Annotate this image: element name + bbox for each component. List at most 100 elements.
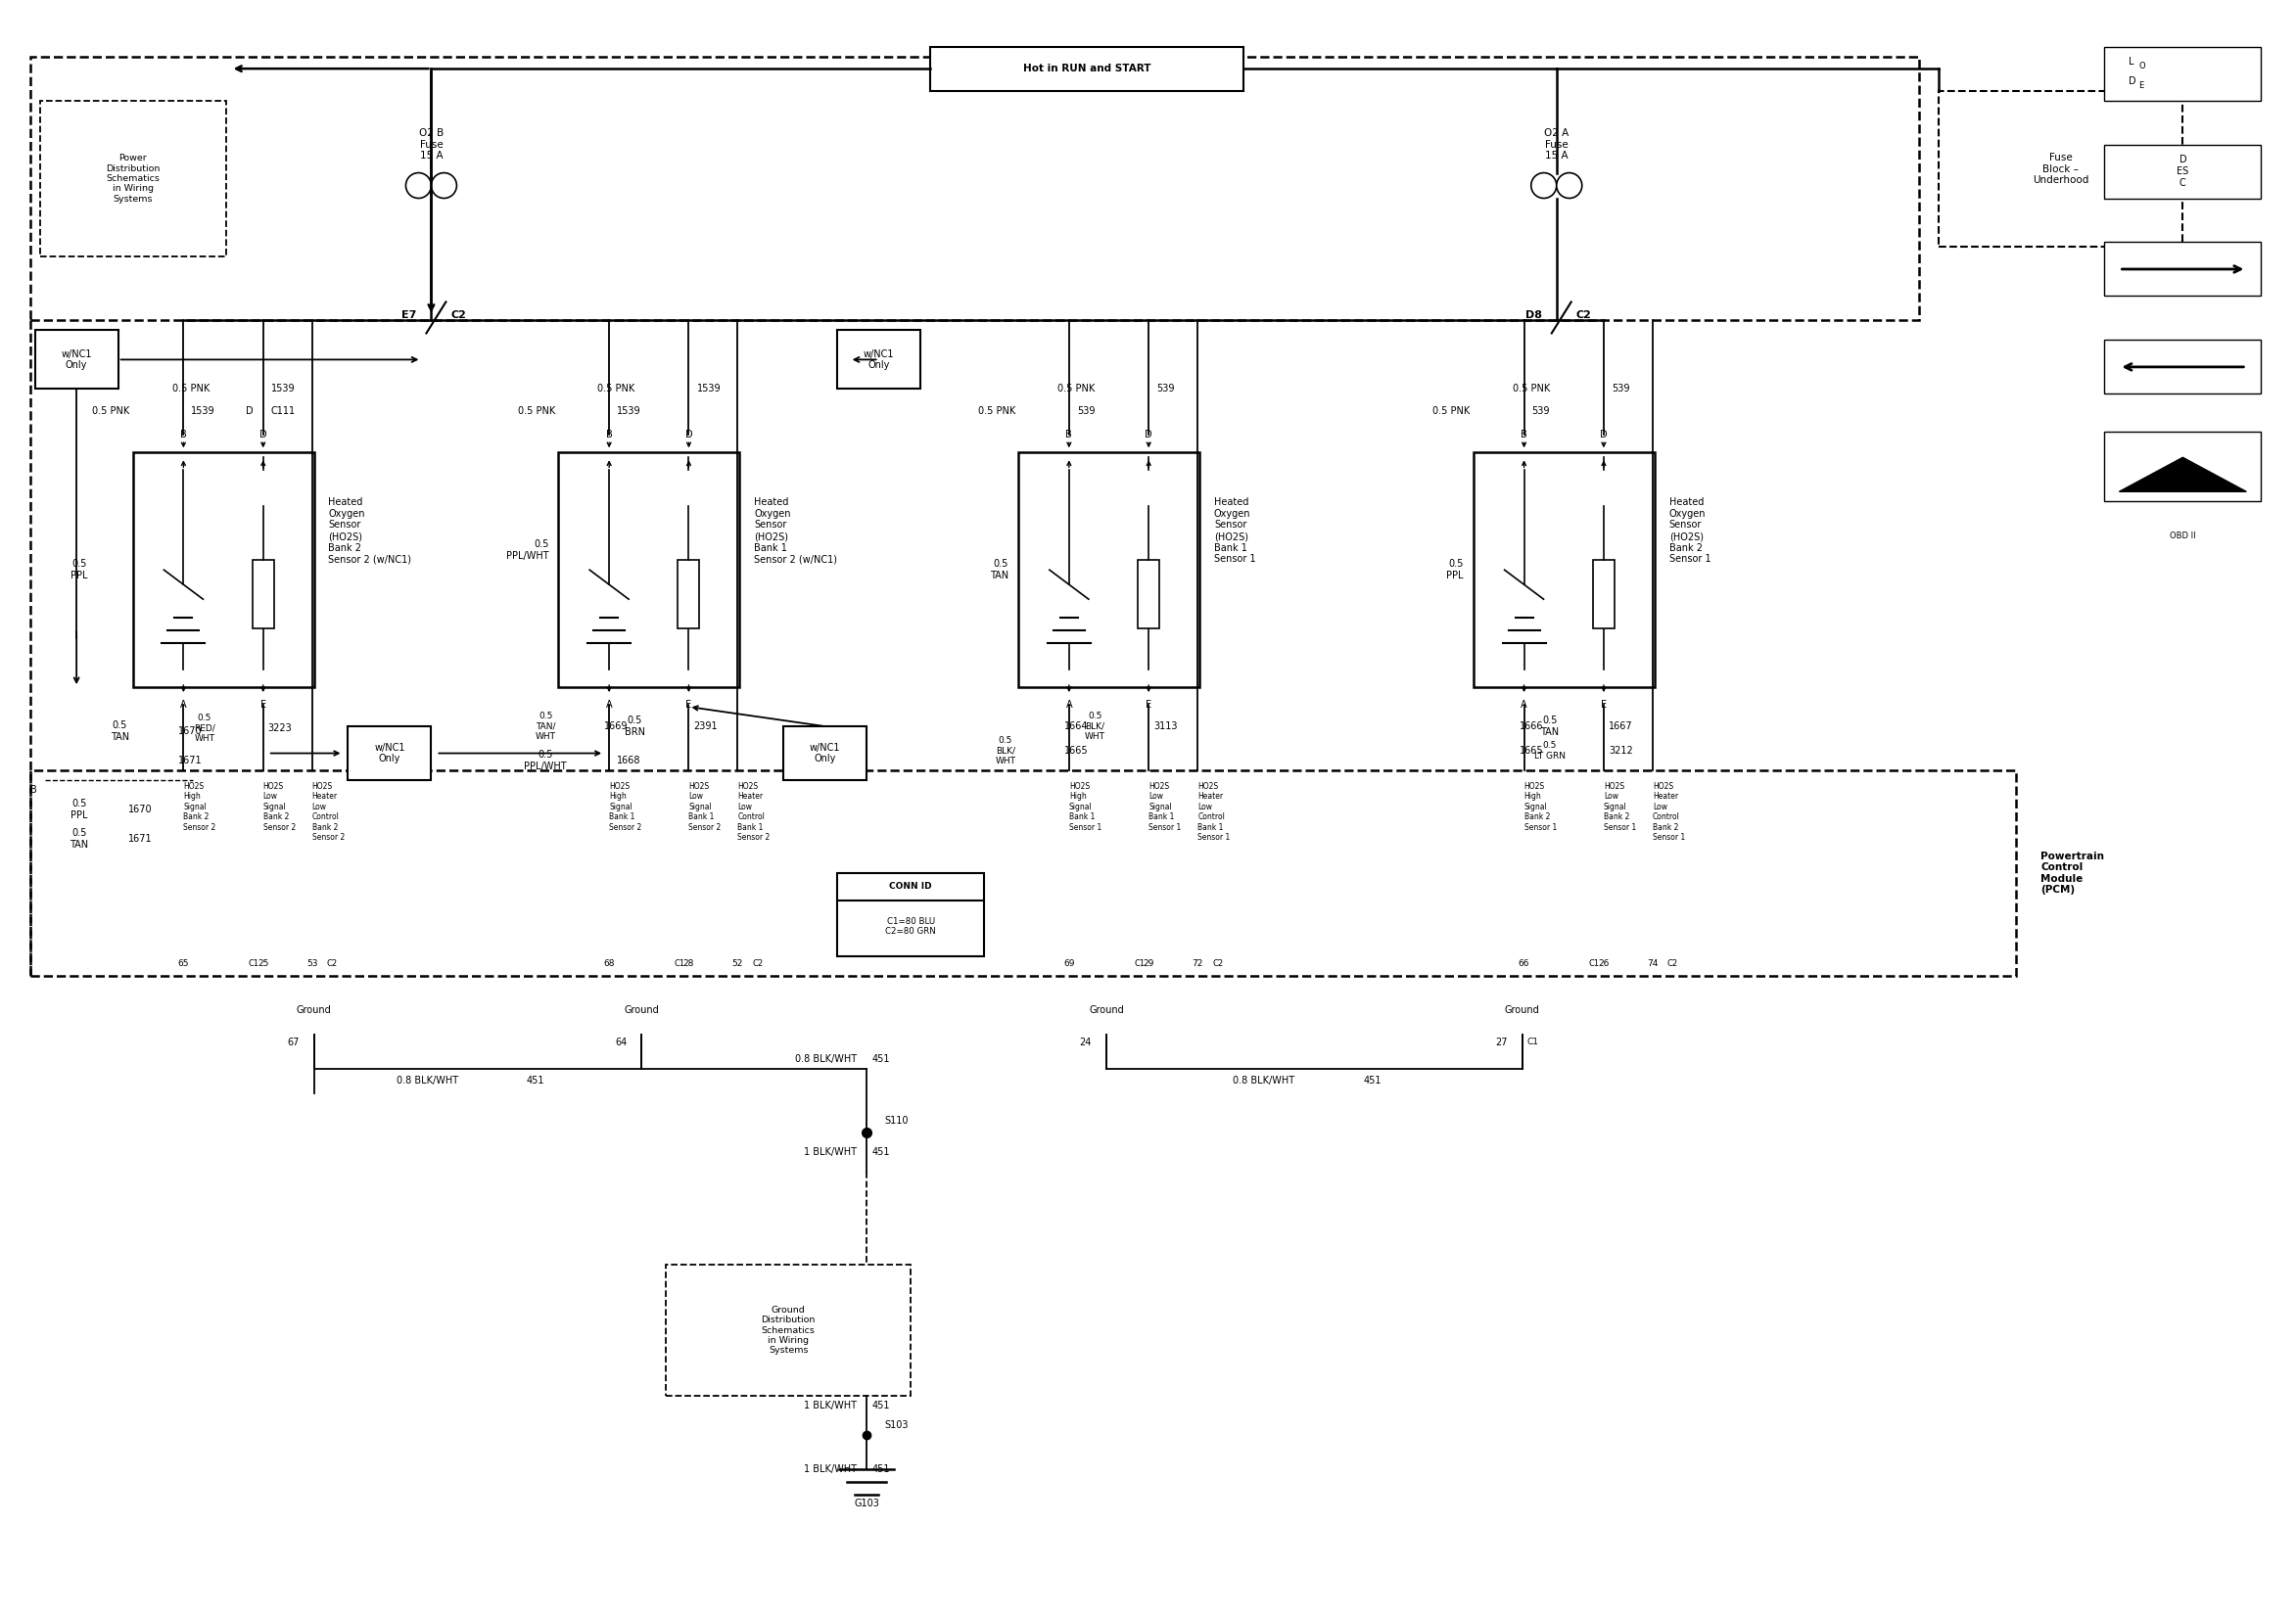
Text: 0.5 PNK: 0.5 PNK [172, 385, 209, 395]
Text: L: L [2128, 57, 2135, 66]
Bar [838, 873, 985, 956]
Text: C2: C2 [1575, 310, 1591, 320]
Text: 0.5 PNK: 0.5 PNK [519, 406, 556, 416]
Text: 1669: 1669 [604, 721, 629, 731]
Text: 0.8 BLK/WHT: 0.8 BLK/WHT [397, 1075, 459, 1085]
Text: D8: D8 [1525, 310, 1543, 320]
Text: 0.8 BLK/WHT: 0.8 BLK/WHT [794, 1054, 856, 1064]
Text: S110: S110 [884, 1116, 909, 1125]
Text: OBD II: OBD II [2170, 532, 2195, 540]
Text: 52: 52 [732, 959, 744, 969]
Bar [34, 330, 117, 390]
Text: 0.5
BLK/
WHT: 0.5 BLK/ WHT [994, 736, 1015, 765]
Text: 3212: 3212 [1609, 745, 1632, 755]
Bar [1474, 453, 1655, 687]
Text: C2: C2 [326, 959, 338, 969]
Text: 0.5
PPL: 0.5 PPL [71, 559, 87, 581]
Text: C2: C2 [753, 959, 762, 969]
Text: 451: 451 [872, 1146, 889, 1156]
Text: 0.5 PNK: 0.5 PNK [597, 385, 636, 395]
Text: 0.8 BLK/WHT: 0.8 BLK/WHT [1233, 1075, 1295, 1085]
Text: HO2S
High
Signal
Bank 1
Sensor 1: HO2S High Signal Bank 1 Sensor 1 [1070, 783, 1102, 831]
Bar [30, 57, 1919, 320]
Text: D: D [259, 430, 266, 440]
Text: C1: C1 [248, 959, 259, 969]
Bar [677, 559, 700, 629]
Bar [783, 726, 866, 779]
Bar [930, 47, 1244, 91]
Text: 66: 66 [1518, 959, 1529, 969]
Text: Ground: Ground [625, 1006, 659, 1015]
Text: 65: 65 [177, 959, 188, 969]
Bar [666, 1264, 912, 1395]
Text: 0.5
BRN: 0.5 BRN [625, 716, 645, 737]
Text: HO2S
Low
Signal
Bank 1
Sensor 1: HO2S Low Signal Bank 1 Sensor 1 [1148, 783, 1180, 831]
Bar [349, 726, 432, 779]
Text: Power
Distribution
Schematics
in Wiring
Systems: Power Distribution Schematics in Wiring … [106, 154, 161, 204]
Text: 539: 539 [1612, 385, 1630, 395]
Bar [1019, 453, 1199, 687]
Bar [39, 100, 225, 257]
Text: 0.5
PPL: 0.5 PPL [71, 799, 87, 820]
Bar [133, 453, 315, 687]
Text: A: A [1520, 700, 1527, 710]
Text: w/NC1
Only: w/NC1 Only [863, 349, 895, 370]
Text: 451: 451 [872, 1402, 889, 1412]
Text: 0.5
PPL/WHT: 0.5 PPL/WHT [523, 750, 567, 771]
Text: 27: 27 [1495, 1038, 1508, 1048]
Text: E: E [1600, 700, 1607, 710]
Text: 1539: 1539 [696, 385, 721, 395]
Bar [1139, 559, 1159, 629]
Text: C1: C1 [1527, 1038, 1538, 1046]
Bar [253, 559, 273, 629]
Text: 1539: 1539 [618, 406, 641, 416]
Text: Ground
Distribution
Schematics
in Wiring
Systems: Ground Distribution Schematics in Wiring… [762, 1305, 815, 1355]
Text: 0.5 PNK: 0.5 PNK [1433, 406, 1469, 416]
Text: w/NC1
Only: w/NC1 Only [374, 742, 404, 763]
Text: 1671: 1671 [129, 834, 152, 844]
Text: 0.5
PPL/WHT: 0.5 PPL/WHT [505, 540, 549, 561]
Bar [2105, 340, 2262, 395]
Text: 1670: 1670 [129, 805, 152, 815]
Bar [2105, 144, 2262, 199]
Text: HO2S
Heater
Low
Control
Bank 2
Sensor 2: HO2S Heater Low Control Bank 2 Sensor 2 [312, 783, 344, 842]
Text: 68: 68 [604, 959, 615, 969]
Text: HO2S
Heater
Low
Control
Bank 2
Sensor 1: HO2S Heater Low Control Bank 2 Sensor 1 [1653, 783, 1685, 842]
Text: B: B [30, 784, 37, 796]
Text: A: A [179, 700, 186, 710]
Text: D: D [1146, 430, 1153, 440]
Text: 0.5
TAN: 0.5 TAN [990, 559, 1008, 581]
Text: 451: 451 [872, 1465, 889, 1475]
Text: 1539: 1539 [191, 406, 216, 416]
Text: 28: 28 [684, 959, 693, 969]
Text: HO2S
Low
Signal
Bank 1
Sensor 2: HO2S Low Signal Bank 1 Sensor 2 [689, 783, 721, 831]
Circle shape [406, 173, 432, 199]
Text: C2: C2 [450, 310, 466, 320]
Text: 0.5
TAN: 0.5 TAN [110, 721, 129, 742]
Text: 69: 69 [1063, 959, 1075, 969]
Text: 1665: 1665 [1520, 745, 1543, 755]
Text: C1: C1 [1589, 959, 1600, 969]
Text: C1=80 BLU
C2=80 GRN: C1=80 BLU C2=80 GRN [886, 917, 937, 936]
Text: B: B [179, 430, 186, 440]
Text: 0.5
TAN: 0.5 TAN [1541, 716, 1559, 737]
Text: 1 BLK/WHT: 1 BLK/WHT [804, 1465, 856, 1475]
Text: B: B [1065, 430, 1072, 440]
Text: 1539: 1539 [271, 385, 296, 395]
Text: CONN ID: CONN ID [889, 883, 932, 891]
Bar [30, 770, 2016, 975]
Text: 1668: 1668 [618, 755, 641, 765]
Text: E: E [1146, 700, 1153, 710]
Text: HO2S
High
Signal
Bank 1
Sensor 2: HO2S High Signal Bank 1 Sensor 2 [608, 783, 641, 831]
Text: D: D [684, 430, 693, 440]
Text: w/NC1
Only: w/NC1 Only [810, 742, 840, 763]
Text: Heated
Oxygen
Sensor
(HO2S)
Bank 2
Sensor 2 (w/NC1): Heated Oxygen Sensor (HO2S) Bank 2 Senso… [328, 498, 411, 564]
Text: 29: 29 [1143, 959, 1155, 969]
Text: 539: 539 [1157, 385, 1176, 395]
Circle shape [1531, 173, 1557, 199]
Text: D: D [2128, 76, 2138, 86]
Text: B: B [1520, 430, 1527, 440]
Text: Hot in RUN and START: Hot in RUN and START [1024, 63, 1150, 73]
Text: 0.5
TAN/
WHT: 0.5 TAN/ WHT [535, 711, 556, 741]
Text: 1666: 1666 [1520, 721, 1543, 731]
